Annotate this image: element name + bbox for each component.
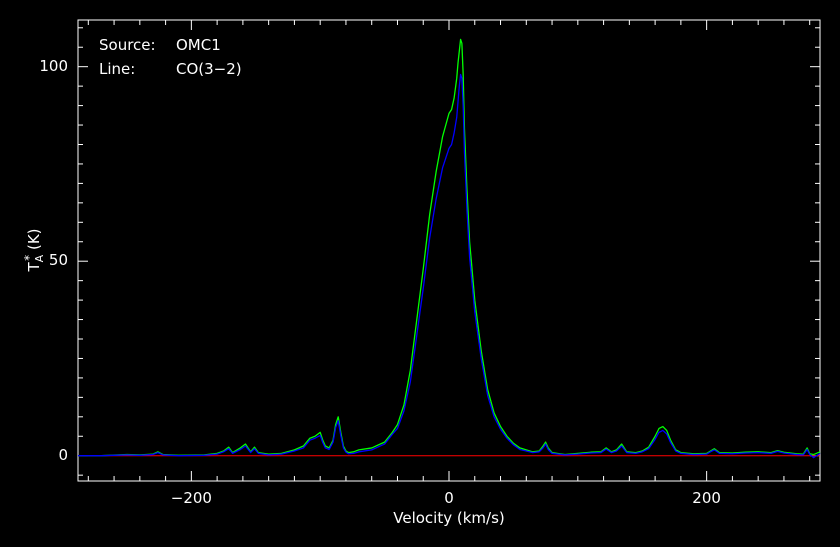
- series-layer: [78, 38, 821, 459]
- series-line-1: [78, 38, 821, 457]
- y-axis-label-sup: *: [22, 254, 36, 261]
- y-axis-label-main: T: [25, 262, 43, 272]
- annotation-line-value: CO(3−2): [176, 60, 242, 78]
- y-axis-label-unit: (K): [25, 228, 43, 251]
- y-tick-label: 0: [58, 445, 68, 464]
- x-tick-label: −200: [170, 489, 212, 507]
- y-tick-label: 100: [39, 56, 68, 75]
- x-tick-label: 200: [692, 489, 721, 507]
- annotation-source-value: OMC1: [176, 36, 221, 54]
- plot-frame: [77, 19, 821, 482]
- axis-ticks: [78, 20, 820, 481]
- x-tick-label: 0: [444, 489, 454, 507]
- x-axis-label: Velocity (km/s): [393, 509, 505, 527]
- y-axis-label: TA* (K): [22, 228, 46, 271]
- series-line-2: [78, 73, 821, 459]
- y-tick-label: 50: [48, 251, 68, 270]
- annotation-source-key: Source:: [99, 36, 156, 54]
- annotation-line-key: Line:: [99, 60, 136, 78]
